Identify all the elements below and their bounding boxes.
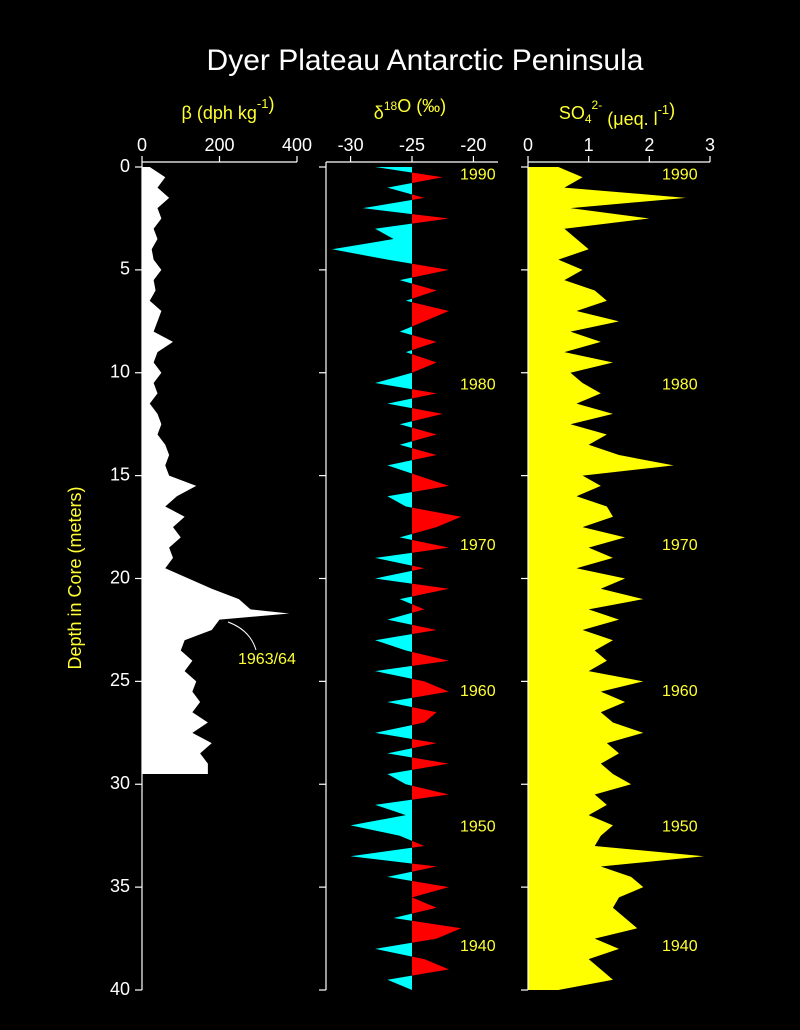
x-tick-label: 2	[644, 135, 654, 155]
x-axis-label: β (dph kg-1)	[182, 94, 275, 123]
annotation: 1963/64	[238, 651, 296, 668]
year-label: 1970	[662, 537, 698, 554]
x-axis-label-part: 4	[585, 112, 592, 126]
y-tick-label: 15	[110, 464, 130, 484]
x-tick-label: -30	[338, 135, 364, 155]
x-axis-label-part: SO	[559, 103, 585, 123]
y-tick-label: 30	[110, 773, 130, 793]
y-axis-label: Depth in Core (meters)	[65, 486, 85, 669]
profile-area	[332, 167, 462, 990]
x-tick-label: 3	[705, 135, 715, 155]
profile-area	[528, 167, 704, 990]
x-tick-label: 1	[584, 135, 594, 155]
y-tick-label: 35	[110, 876, 130, 896]
x-axis-label-part: (μeq. l	[602, 109, 657, 129]
year-label: 1970	[460, 537, 496, 554]
x-axis-label-part: δ	[374, 103, 384, 123]
year-label: 1940	[662, 938, 698, 955]
x-tick-label: -25	[399, 135, 425, 155]
y-tick-label: 0	[120, 156, 130, 176]
y-tick-label: 25	[110, 670, 130, 690]
x-axis-label: δ18O (‰)	[374, 96, 446, 123]
year-label: 1990	[460, 166, 496, 183]
x-axis-label-part: O (‰)	[397, 96, 446, 116]
x-axis-label-part: )	[669, 100, 675, 120]
x-tick-label: 200	[204, 135, 234, 155]
year-label: 1990	[662, 166, 698, 183]
x-axis-label-part: )	[268, 94, 274, 114]
x-tick-label: 0	[523, 135, 533, 155]
year-label: 1950	[460, 819, 496, 836]
y-tick-label: 5	[120, 259, 130, 279]
year-label: 1950	[662, 819, 698, 836]
y-tick-label: 20	[110, 567, 130, 587]
x-tick-label: -20	[460, 135, 486, 155]
x-axis-label-part: 2-	[592, 98, 603, 112]
x-axis-label-part: -1	[257, 96, 269, 111]
x-tick-label: 400	[282, 135, 312, 155]
year-label: 1980	[460, 376, 496, 393]
x-axis-label-part: β (dph kg	[182, 103, 257, 123]
profile-area	[142, 167, 290, 774]
x-axis-label: SO42- (μeq. l-1)	[559, 98, 675, 129]
chart-title: Dyer Plateau Antarctic Peninsula	[207, 44, 644, 77]
year-label: 1960	[662, 683, 698, 700]
annotation-leader	[227, 621, 257, 651]
x-axis-label-part: 18	[384, 99, 398, 113]
x-tick-label: 0	[137, 135, 147, 155]
y-tick-label: 40	[110, 979, 130, 999]
year-label: 1960	[460, 683, 496, 700]
y-tick-label: 10	[110, 362, 130, 382]
year-label: 1940	[460, 938, 496, 955]
year-label: 1980	[662, 376, 698, 393]
x-axis-label-part: -1	[658, 102, 670, 117]
